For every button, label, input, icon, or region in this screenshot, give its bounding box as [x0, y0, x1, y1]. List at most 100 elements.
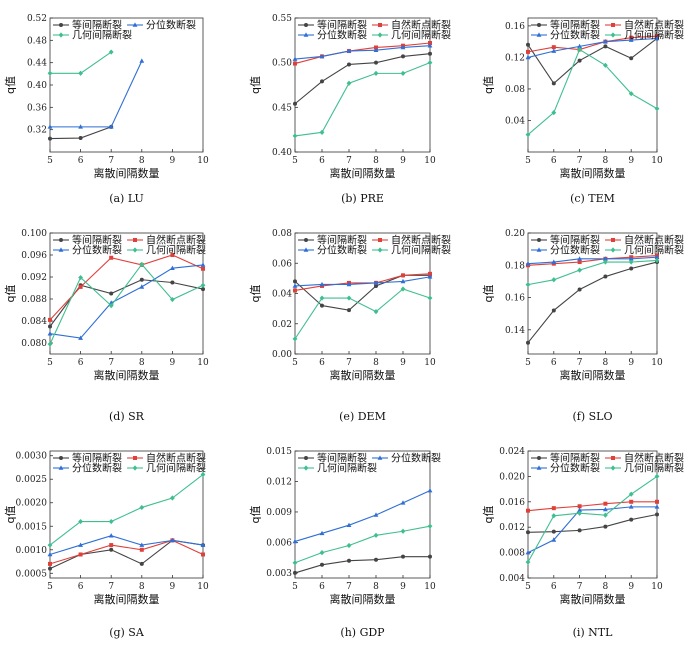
- legend-label: 自然断点断裂: [146, 234, 206, 247]
- series-geometric-interval: [525, 473, 660, 565]
- data-point: [526, 508, 530, 513]
- data-point: [201, 287, 205, 292]
- legend-entry-quantile: 分位数断裂: [298, 244, 367, 257]
- plot-frame: [49, 450, 204, 579]
- data-point: [346, 542, 352, 549]
- x-axis-label: 离散间隔数量: [560, 592, 626, 606]
- data-point: [78, 552, 83, 557]
- y-axis-label: q值: [4, 506, 17, 524]
- series-quantile: [525, 35, 660, 60]
- data-point: [320, 303, 324, 308]
- data-point: [47, 331, 53, 336]
- series-line-equal-interval: [49, 539, 204, 570]
- data-point: [170, 265, 175, 270]
- data-point: [293, 279, 297, 284]
- legend-label: 分位数断裂: [72, 462, 122, 475]
- legend-entry-natural-breaks: 自然断点断裂: [605, 234, 684, 247]
- data-point: [47, 542, 53, 548]
- series-quantile: [47, 58, 145, 129]
- y-axis-label: q值: [249, 285, 262, 303]
- data-point: [374, 45, 378, 50]
- data-point: [293, 61, 297, 66]
- series-line-geometric-interval: [294, 288, 431, 340]
- legend-marker: [611, 456, 615, 460]
- series-quantile: [525, 504, 660, 555]
- data-point: [108, 518, 114, 525]
- series-line-geometric-interval: [49, 474, 204, 546]
- series-geometric-interval: [47, 261, 206, 347]
- plot-frame: [49, 232, 204, 355]
- legend-entry-quantile: 分位数断裂: [298, 29, 367, 42]
- series-natural-breaks: [293, 271, 432, 293]
- series-quantile: [292, 488, 433, 544]
- legend-marker: [378, 238, 382, 242]
- data-point: [628, 37, 634, 42]
- series-line-equal-interval: [527, 513, 658, 533]
- panel-caption: (h) GDP: [340, 626, 385, 639]
- y-tick-label: 0.0030: [16, 452, 48, 462]
- legend-marker: [59, 238, 63, 242]
- data-point: [170, 495, 175, 501]
- legend-marker: [59, 456, 63, 460]
- data-point: [170, 253, 175, 257]
- data-point: [78, 518, 83, 525]
- legend-marker: [611, 23, 615, 27]
- data-point: [525, 282, 531, 288]
- x-tick-label: 6: [319, 358, 325, 368]
- data-point: [320, 562, 324, 567]
- series-equal-interval: [48, 538, 205, 571]
- data-point: [577, 256, 582, 261]
- legend-entry-geometric-interval: 几何间隔断裂: [605, 462, 684, 475]
- data-point: [427, 523, 433, 529]
- series-line-quantile: [527, 506, 657, 554]
- y-tick-label: 0.0005: [16, 569, 48, 579]
- series-line-geometric-interval: [294, 525, 431, 564]
- data-point: [577, 528, 582, 533]
- data-point: [551, 48, 557, 53]
- series-line-equal-interval: [527, 38, 658, 85]
- panel-caption: (b) PRE: [341, 192, 384, 205]
- data-point: [551, 529, 556, 534]
- legend-entry-geometric-interval: 几何间隔断裂: [372, 244, 451, 257]
- x-tick-label: 6: [319, 156, 325, 166]
- data-point: [373, 70, 379, 76]
- series-line-natural-breaks: [294, 42, 431, 65]
- legend-label: 等间隔断裂: [317, 452, 367, 465]
- data-point: [139, 542, 145, 547]
- series-line-natural-breaks: [49, 254, 204, 321]
- x-tick-label: 7: [108, 156, 114, 166]
- legend-entry-geometric-interval: 几何间隔断裂: [127, 244, 206, 257]
- data-point: [292, 56, 298, 61]
- data-point: [347, 558, 351, 563]
- data-point: [108, 124, 114, 129]
- legend-marker: [610, 247, 616, 253]
- data-point: [428, 271, 432, 276]
- data-point: [629, 499, 634, 504]
- legend-entry-geometric-interval: 几何间隔断裂: [605, 244, 684, 257]
- legend-marker: [132, 247, 138, 253]
- legend-label: 几何间隔断裂: [146, 462, 206, 475]
- panel-caption: (d) SR: [109, 410, 145, 423]
- series-line-natural-breaks: [49, 539, 204, 565]
- legend-entry-natural-breaks: 自然断点断裂: [127, 452, 206, 465]
- legend-marker: [536, 465, 542, 470]
- data-point: [78, 274, 83, 281]
- legend-label: 等间隔断裂: [317, 19, 367, 32]
- data-point: [139, 58, 145, 63]
- data-point: [292, 133, 298, 139]
- data-point: [551, 506, 556, 511]
- series-natural-breaks: [48, 538, 205, 566]
- data-point: [628, 504, 634, 509]
- panel-caption: (f) SLO: [572, 410, 612, 423]
- legend-label: 等间隔断裂: [72, 234, 122, 247]
- y-tick-label: 0.06: [272, 259, 292, 269]
- x-tick-label: 8: [139, 358, 145, 368]
- y-tick-label: 0.0025: [16, 475, 48, 485]
- x-tick-label: 7: [346, 358, 352, 368]
- x-tick-label: 10: [651, 582, 663, 592]
- legend-marker: [304, 456, 308, 460]
- y-tick-label: 0.015: [266, 447, 292, 457]
- legend-label: 几何间隔断裂: [624, 462, 684, 475]
- y-tick-label: 0.16: [505, 22, 525, 32]
